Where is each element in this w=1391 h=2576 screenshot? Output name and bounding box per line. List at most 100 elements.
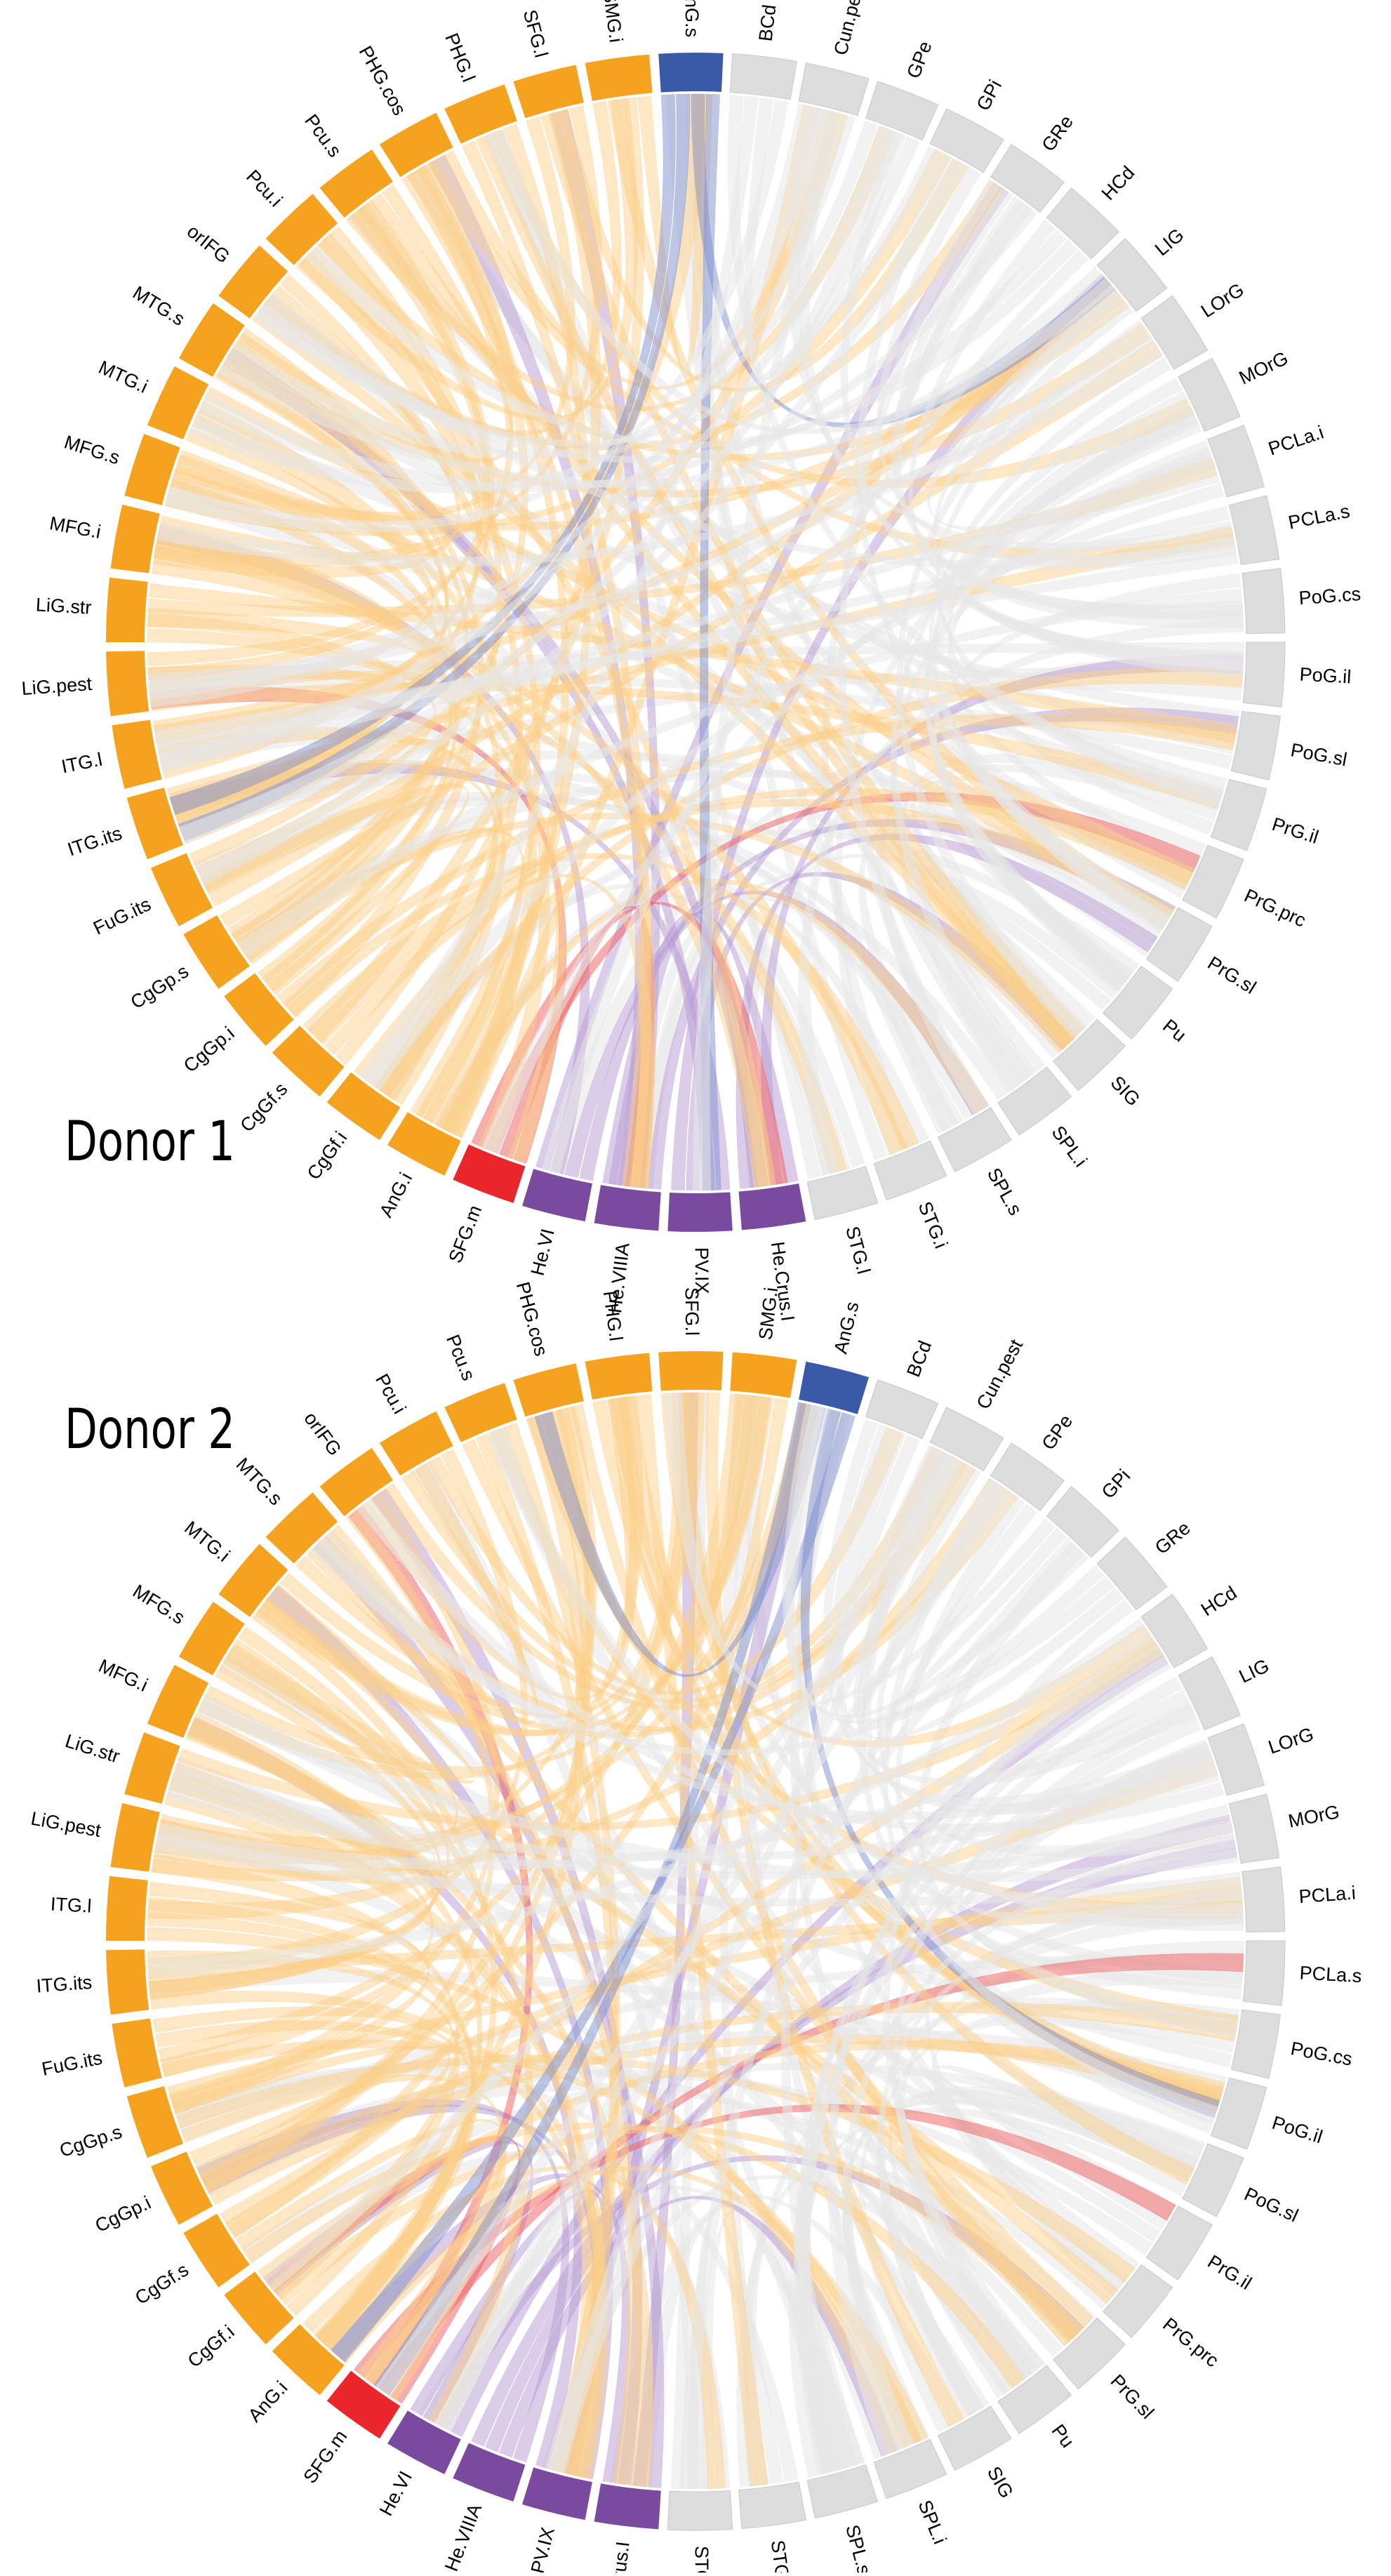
segment-phg-cos bbox=[379, 112, 453, 178]
segment-label-pcla-i: PCLa.i bbox=[1298, 1883, 1357, 1908]
segment-hcd bbox=[1046, 187, 1119, 260]
segment-label-spl-s: SPL.s bbox=[841, 2523, 874, 2572]
segment-label-gre: GRe bbox=[1151, 1518, 1194, 1559]
ribbon-pcu-s bbox=[462, 1438, 1094, 2331]
segment-pog-sl bbox=[1182, 2143, 1244, 2217]
segment-itg-its bbox=[106, 1949, 149, 2015]
ribbon-gpe bbox=[149, 125, 893, 708]
segment-label-mtg-i: MTG.i bbox=[180, 1517, 234, 1566]
segment-label-mfg-s: MFG.s bbox=[129, 1581, 189, 1628]
segment-label-lig-str: LiG.str bbox=[62, 1730, 122, 1767]
segment-label-pu: Pu bbox=[1159, 1015, 1190, 1046]
ribbon-pcla-i bbox=[364, 482, 1225, 1091]
segment-smg-i bbox=[585, 54, 653, 101]
segment-prg-sl bbox=[1053, 2317, 1126, 2390]
segment-cun-pest bbox=[798, 62, 870, 117]
segment-sig bbox=[1053, 1018, 1126, 1091]
segment-label-lorg: LOrG bbox=[1197, 279, 1248, 321]
segment-stg-l bbox=[667, 2490, 733, 2531]
ribbon-cun-pest bbox=[188, 114, 856, 493]
ribbon-fug-its bbox=[161, 2039, 922, 2448]
segment-label-mfg-s: MFG.s bbox=[62, 432, 122, 469]
segment-cggp-s bbox=[126, 2086, 184, 2158]
ribbon-lig bbox=[933, 289, 1244, 670]
segment-label-pog-cs: PoG.cs bbox=[1289, 2038, 1354, 2069]
ribbon-mfg-s bbox=[222, 1652, 1119, 2304]
segment-label-he-vi: He.VI bbox=[375, 2468, 416, 2520]
segment-label-he-crus-i: He.Crus.I bbox=[604, 2540, 634, 2572]
segment-smg-i bbox=[730, 1352, 797, 1398]
ribbon-lorg bbox=[936, 319, 1225, 806]
segment-spl-s bbox=[937, 1107, 1012, 1173]
ribbon-pcla-i bbox=[877, 1887, 1243, 2417]
segment-lig-pest bbox=[110, 1802, 160, 1872]
segment-label-mtg-i: MTG.i bbox=[95, 357, 151, 397]
segment-label-gre: GRe bbox=[1037, 112, 1077, 156]
segment-mtg-i bbox=[147, 366, 209, 440]
segment-pog-il bbox=[1210, 2077, 1267, 2150]
segment-pog-cs bbox=[1230, 2009, 1281, 2079]
ribbon-ang-s bbox=[534, 1405, 827, 1677]
donor-1-title: Donor 1 bbox=[65, 1110, 235, 1174]
segment-label-ang-i: AnG.i bbox=[244, 2377, 292, 2426]
segment-label-lorg: LOrG bbox=[1265, 1723, 1316, 1758]
segment-label-sig: SIG bbox=[1106, 1072, 1144, 1110]
segment-label-smg-i: SMG.i bbox=[599, 0, 627, 44]
segment-label-prg-sl: PrG.sl bbox=[1204, 952, 1260, 998]
segment-orifg bbox=[218, 245, 288, 319]
ribbon-sig bbox=[858, 2094, 1197, 2433]
segment-label-phg-cos: PHG.cos bbox=[512, 1280, 552, 1358]
segment-label-pu: Pu bbox=[1048, 2420, 1079, 2451]
segment-stg-i bbox=[873, 1140, 947, 1201]
segment-label-prg-sl: PrG.sl bbox=[1106, 2370, 1157, 2423]
segment-label-ang-i: AnG.i bbox=[375, 1169, 416, 1221]
ribbon-pcu-s bbox=[503, 1422, 620, 2474]
ribbon-pcu-i bbox=[261, 226, 503, 992]
ribbon-cun-pest bbox=[434, 1444, 942, 2432]
segment-label-cggp-s: CgGp.s bbox=[57, 2121, 124, 2161]
segment-pcu-i bbox=[379, 1411, 453, 1476]
ribbon-itg-l bbox=[149, 1882, 430, 2114]
segment-prg-il bbox=[1210, 778, 1267, 851]
segment-label-mtg-s: MTG.s bbox=[129, 282, 189, 330]
segment-label-stg-l: STG.l bbox=[691, 2546, 713, 2572]
segment-label-fug-its: FuG.its bbox=[90, 894, 154, 939]
segment-label-hcd: HCd bbox=[1197, 1582, 1241, 1621]
ribbon-pcla-s bbox=[261, 293, 1236, 569]
segment-mfg-s bbox=[178, 1601, 245, 1675]
segment-label-prg-prc: PrG.prc bbox=[1241, 885, 1309, 931]
segment-label-he-vi: He.VI bbox=[527, 1227, 559, 1278]
segment-label-smg-i: SMG.i bbox=[755, 1286, 783, 1341]
segment-label-prg-prc: PrG.prc bbox=[1159, 2313, 1223, 2371]
segment-label-he-viiia: He.VIIIA bbox=[441, 2501, 486, 2572]
segment-label-gpi: GPi bbox=[1098, 1466, 1135, 1503]
segment-gpi bbox=[1046, 1486, 1119, 1558]
donor-2-segments: PCLa.s PoG.cs PoG.il PoG.sl PrG.il PrG.prcPrG… bbox=[29, 1280, 1362, 2576]
ribbon-lorg bbox=[317, 1530, 1216, 1820]
donor-2-title: Donor 2 bbox=[65, 1398, 235, 1461]
segment-label-orifg: orIFG bbox=[300, 1408, 345, 1459]
segment-label-pcu-i: Pcu.i bbox=[371, 1370, 411, 1417]
segment-pcla-s bbox=[1228, 495, 1280, 565]
segment-label-cggf-s: CgGf.s bbox=[131, 2259, 192, 2309]
ribbon-cun-pest bbox=[693, 109, 841, 1191]
segment-label-itg-its: ITG.its bbox=[65, 823, 125, 861]
segment-label-gpe: GPe bbox=[1037, 1411, 1077, 1454]
segment-gre bbox=[1096, 1536, 1168, 1611]
segment-label-lig: LIG bbox=[1236, 1655, 1272, 1687]
segment-label-stg-i: STG.i bbox=[914, 1199, 952, 1252]
segment-label-pcu-s: Pcu.s bbox=[442, 1332, 479, 1383]
segment-prg-prc bbox=[1102, 2264, 1173, 2339]
segment-label-mtg-s: MTG.s bbox=[232, 1454, 287, 1509]
segment-label-stg-l: STG.l bbox=[841, 1224, 874, 1276]
segment-label-cggp-s: CgGp.s bbox=[127, 960, 192, 1013]
segment-orifg bbox=[319, 1447, 394, 1517]
segment-pu bbox=[1102, 965, 1173, 1040]
ribbon-lorg bbox=[929, 357, 1171, 934]
segment-label-pog-il: PoG.il bbox=[1299, 664, 1352, 688]
segment-label-bcd: BCd bbox=[755, 4, 780, 43]
donor-2-chord-diagram: PCLa.s PoG.cs PoG.il PoG.sl PrG.il PrG.prcPrG… bbox=[29, 1280, 1362, 2576]
segment-cggf-i bbox=[224, 2271, 294, 2345]
segment-label-morg: MOrG bbox=[1286, 1801, 1341, 1832]
ribbon-mtg-s bbox=[238, 328, 484, 1017]
